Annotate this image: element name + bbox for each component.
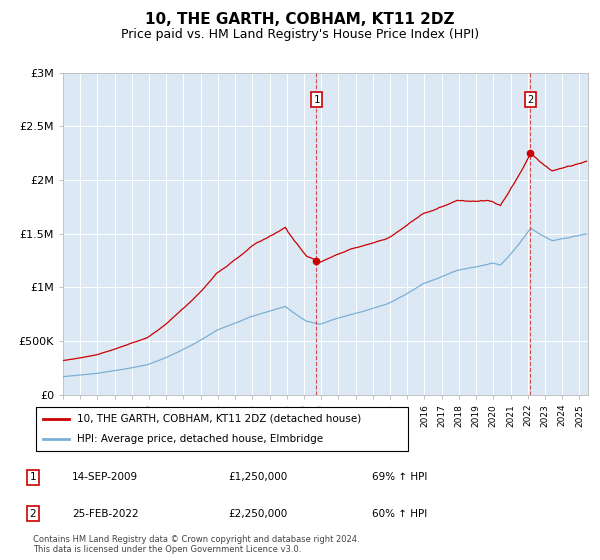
Text: 60% ↑ HPI: 60% ↑ HPI xyxy=(372,509,427,519)
Text: 2: 2 xyxy=(527,95,533,105)
Text: 2: 2 xyxy=(29,509,37,519)
Text: £1,250,000: £1,250,000 xyxy=(228,473,287,482)
Text: 10, THE GARTH, COBHAM, KT11 2DZ (detached house): 10, THE GARTH, COBHAM, KT11 2DZ (detache… xyxy=(77,414,361,424)
Text: 69% ↑ HPI: 69% ↑ HPI xyxy=(372,473,427,482)
Text: Price paid vs. HM Land Registry's House Price Index (HPI): Price paid vs. HM Land Registry's House … xyxy=(121,28,479,41)
Text: 14-SEP-2009: 14-SEP-2009 xyxy=(72,473,138,482)
Text: £2,250,000: £2,250,000 xyxy=(228,509,287,519)
Text: HPI: Average price, detached house, Elmbridge: HPI: Average price, detached house, Elmb… xyxy=(77,434,323,444)
FancyBboxPatch shape xyxy=(36,407,408,451)
Text: 25-FEB-2022: 25-FEB-2022 xyxy=(72,509,139,519)
Text: 1: 1 xyxy=(29,473,37,482)
Text: 10, THE GARTH, COBHAM, KT11 2DZ: 10, THE GARTH, COBHAM, KT11 2DZ xyxy=(145,12,455,27)
Text: 1: 1 xyxy=(313,95,320,105)
Text: Contains HM Land Registry data © Crown copyright and database right 2024.
This d: Contains HM Land Registry data © Crown c… xyxy=(33,535,359,554)
